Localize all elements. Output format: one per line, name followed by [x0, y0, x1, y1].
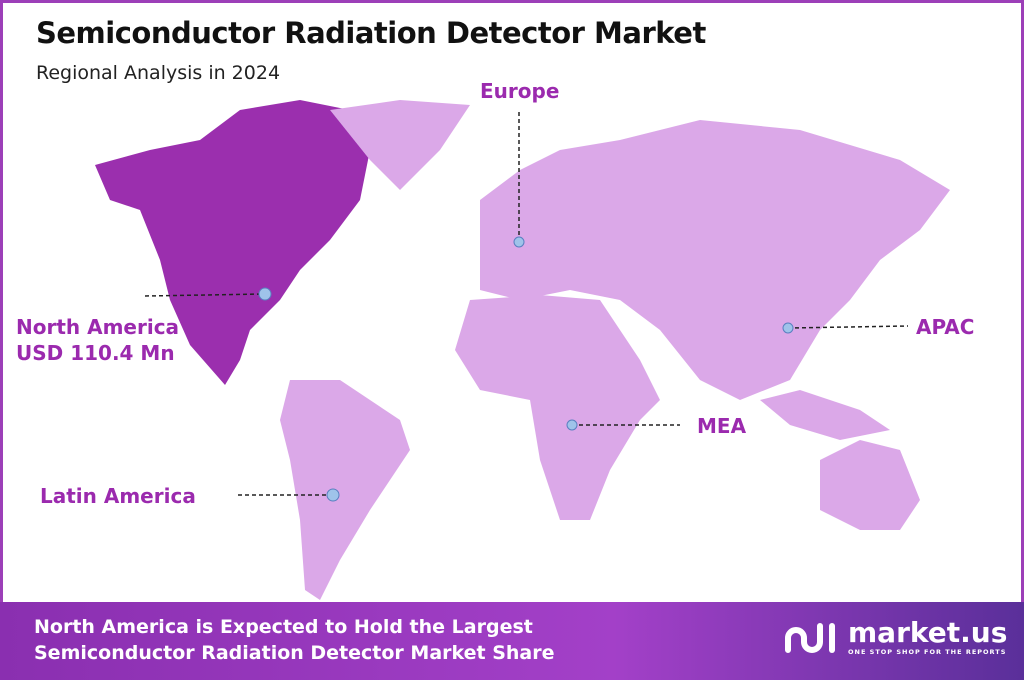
- region-value: USD 110.4 Mn: [16, 341, 175, 365]
- logo-tagline: ONE STOP SHOP FOR THE REPORTS: [848, 648, 1007, 656]
- region-latin-america[interactable]: [280, 380, 410, 600]
- world-map: [95, 100, 950, 600]
- region-europe-asia[interactable]: [480, 120, 950, 400]
- marker-apac[interactable]: [782, 322, 794, 334]
- label-mea: MEA: [697, 414, 747, 438]
- logo-icon: [785, 623, 835, 653]
- region-greenland: [330, 100, 470, 190]
- region-se-asia: [760, 390, 890, 440]
- marker-mea[interactable]: [566, 419, 578, 431]
- region-australia: [820, 440, 920, 530]
- label-north-america: North America USD 110.4 Mn: [16, 314, 179, 366]
- leader-lines: [144, 112, 909, 496]
- banner-line-1: North America is Expected to Hold the La…: [34, 616, 533, 638]
- footer-banner: North America is Expected to Hold the La…: [0, 602, 1024, 680]
- marketus-logo: market.us ONE STOP SHOP FOR THE REPORTS: [782, 618, 1007, 656]
- logo-name: market.us: [848, 616, 1008, 649]
- banner-text: North America is Expected to Hold the La…: [34, 614, 555, 666]
- banner-line-2: Semiconductor Radiation Detector Market …: [34, 642, 555, 664]
- marker-europe[interactable]: [513, 236, 525, 248]
- region-name: North America: [16, 315, 180, 339]
- label-apac: APAC: [916, 315, 975, 339]
- page-subtitle: Regional Analysis in 2024: [36, 62, 281, 84]
- marker-north-america[interactable]: [258, 287, 272, 301]
- page-title: Semiconductor Radiation Detector Market: [36, 16, 706, 50]
- region-north-america[interactable]: [95, 100, 370, 385]
- marker-latin-america[interactable]: [326, 488, 340, 502]
- region-mea[interactable]: [455, 295, 660, 520]
- label-europe: Europe: [480, 79, 560, 103]
- label-latin-america: Latin America: [40, 484, 196, 508]
